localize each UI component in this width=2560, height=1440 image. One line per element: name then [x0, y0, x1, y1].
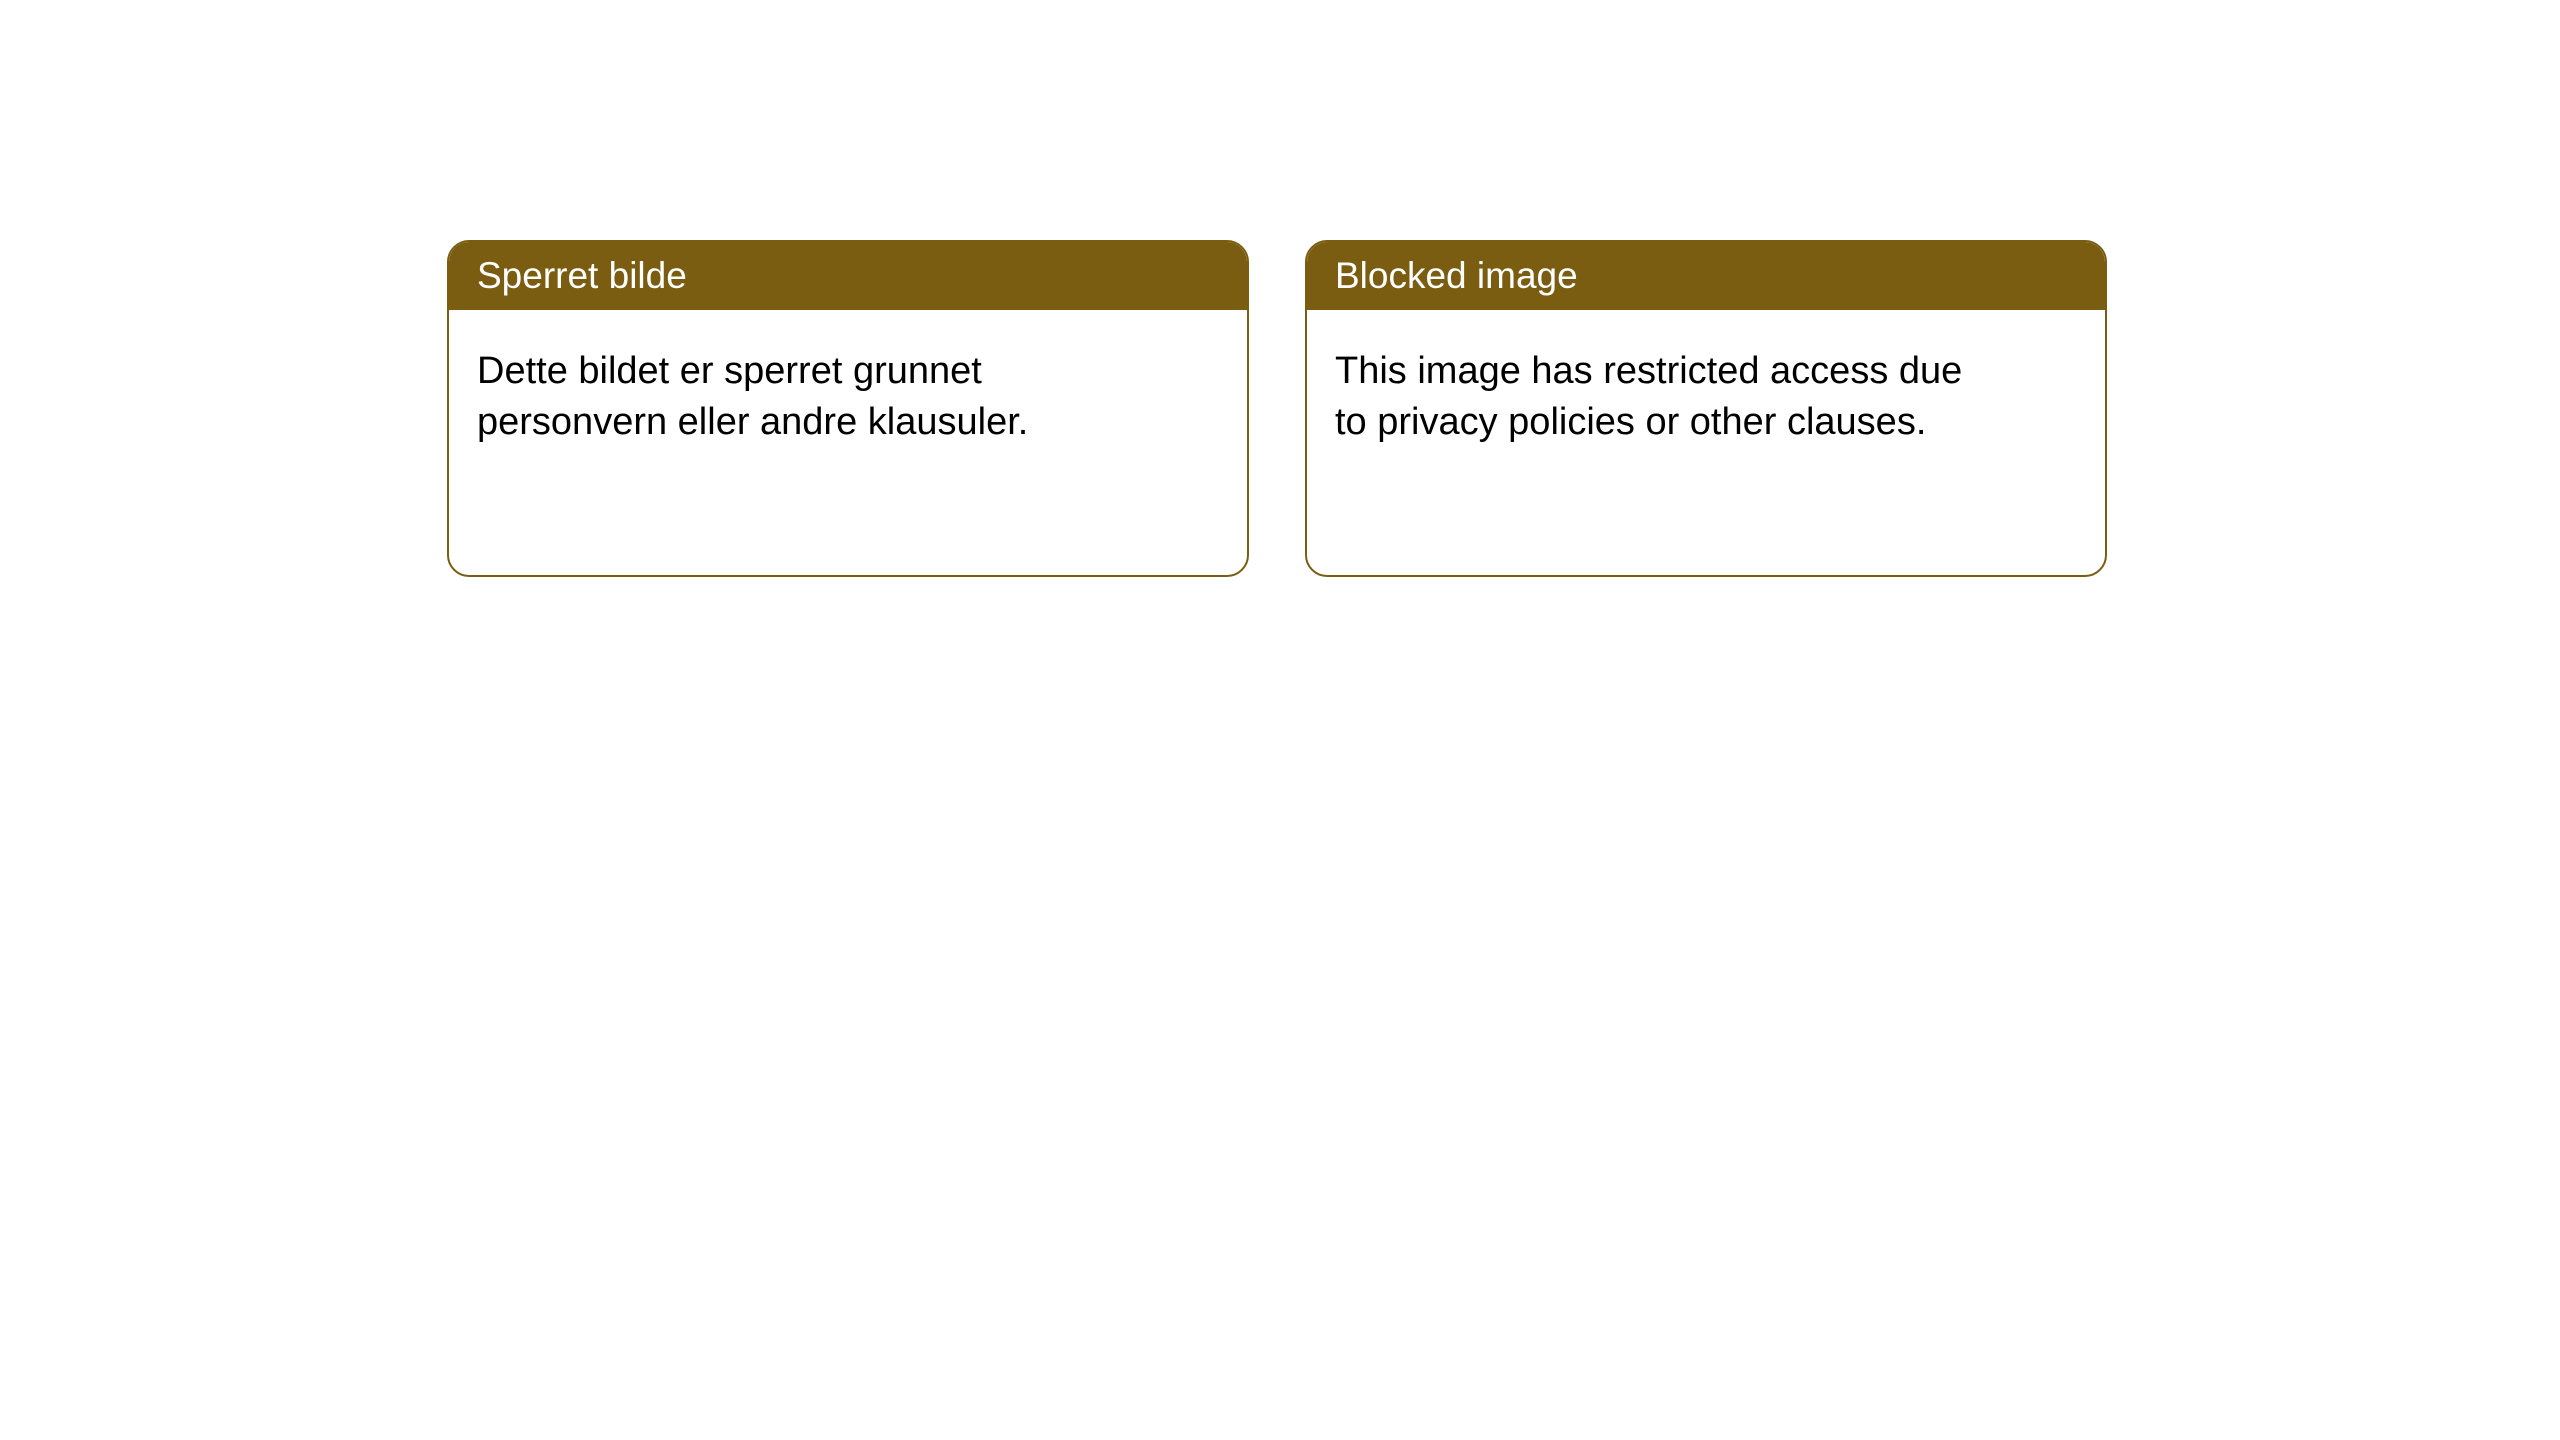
- card-title-english: Blocked image: [1307, 242, 2105, 310]
- notice-container: Sperret bilde Dette bildet er sperret gr…: [0, 0, 2560, 577]
- card-body-norwegian: Dette bildet er sperret grunnet personve…: [449, 310, 1149, 485]
- blocked-image-card-norwegian: Sperret bilde Dette bildet er sperret gr…: [447, 240, 1249, 577]
- card-body-english: This image has restricted access due to …: [1307, 310, 2007, 485]
- card-title-norwegian: Sperret bilde: [449, 242, 1247, 310]
- blocked-image-card-english: Blocked image This image has restricted …: [1305, 240, 2107, 577]
